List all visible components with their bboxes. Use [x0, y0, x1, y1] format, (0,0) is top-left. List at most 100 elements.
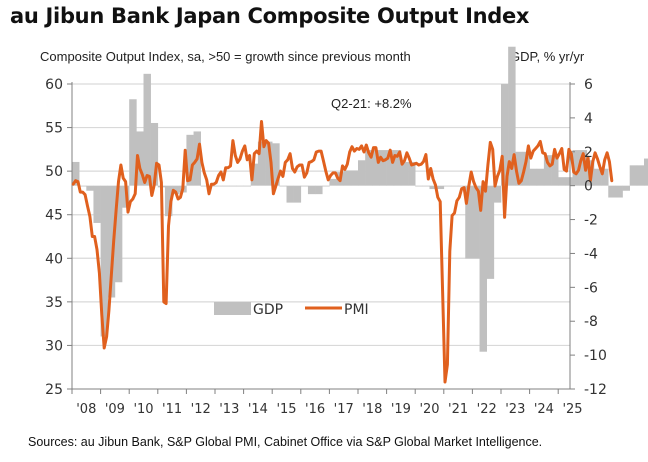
gdp-bar [501, 84, 509, 186]
x-tick-label: '08 [76, 402, 96, 417]
gdp-bar [622, 185, 630, 191]
gdp-bar [558, 177, 566, 186]
gdp-bar [465, 185, 473, 259]
gdp-bar [408, 161, 416, 186]
source-note: Sources: au Jibun Bank, S&P Global PMI, … [28, 435, 543, 449]
gdp-bar [72, 161, 80, 186]
gdp-bar [372, 150, 380, 186]
left-tick-label: 50 [45, 164, 63, 180]
gdp-bar [265, 141, 273, 186]
legend-gdp-label: GDP [253, 302, 283, 318]
x-tick-label: '15 [276, 402, 296, 417]
left-axis-title: Composite Output Index, sa, >50 = growth… [40, 49, 411, 64]
x-tick-label: '17 [334, 402, 354, 417]
gdp-bar [551, 155, 559, 186]
axes [67, 82, 575, 394]
x-tick-label: '12 [191, 402, 211, 417]
gdp-bar [343, 170, 352, 186]
gdp-bar [322, 185, 330, 187]
x-tick-label: '10 [133, 402, 153, 417]
x-tick-label: '23 [505, 402, 525, 417]
gdp-bar [458, 185, 466, 187]
gdp-bar [422, 185, 430, 187]
gdp-bar [436, 185, 445, 190]
gdp-bar [293, 185, 302, 203]
right-tick-label: 0 [584, 179, 593, 195]
gdp-bar [307, 185, 316, 195]
gdp-bar [279, 185, 287, 187]
left-tick-label: 45 [45, 208, 63, 224]
gdp-bar [243, 185, 252, 187]
gdp-bars [72, 46, 648, 352]
gdp-bar [543, 155, 552, 186]
gdp-bar [565, 177, 573, 186]
gdp-bar [222, 185, 230, 187]
left-tick-label: 40 [45, 251, 63, 267]
gdp-bar [250, 163, 259, 186]
gdp-bar [257, 141, 266, 186]
gdp-bar [329, 178, 337, 186]
right-tick-label: -4 [584, 246, 598, 262]
gdp-bar [386, 150, 395, 186]
gdp-bar [358, 160, 366, 186]
tick-labels: 25 30 35 40 45 50 55 60 -12 -10 -8 -6 -4 -2 0 2 4 6 '08 '09… [45, 77, 607, 417]
right-axis-title: GDP, % yr/yr [510, 49, 585, 64]
right-tick-label: -8 [584, 314, 598, 330]
right-tick-label: 6 [584, 77, 593, 93]
x-tick-label: '18 [362, 402, 382, 417]
right-tick-label: -2 [584, 213, 598, 229]
gdp-bar [443, 185, 452, 187]
gdp-bar [644, 158, 648, 186]
gdp-bar [629, 165, 638, 186]
right-tick-label: -12 [584, 382, 607, 398]
right-tick-label: 2 [584, 145, 593, 161]
gdp-bar [136, 131, 144, 186]
gdp-bar [636, 165, 645, 186]
gdp-bar [79, 185, 87, 187]
legend-gdp-swatch [214, 302, 251, 315]
right-tick-label: 4 [584, 111, 593, 127]
gdp-bar [272, 143, 280, 186]
gdp-bar [229, 185, 237, 187]
annotation-q2-21: Q2-21: +8.2% [331, 96, 412, 111]
gdp-bar [86, 185, 94, 191]
right-tick-label: -10 [584, 348, 607, 364]
gdp-bar [608, 185, 616, 198]
gdp-bar [522, 151, 530, 186]
gdp-bar [415, 185, 423, 187]
gdp-bar [164, 185, 173, 217]
gdp-bar [493, 185, 502, 203]
left-tick-label: 30 [45, 338, 63, 354]
gdp-bar [215, 185, 223, 187]
gdp-bar [508, 46, 516, 186]
gdp-bar [429, 185, 437, 190]
pmi-line-group [71, 120, 614, 384]
x-tick-label: '09 [105, 402, 125, 417]
x-tick-label: '21 [448, 402, 468, 417]
gdp-bar [579, 150, 588, 186]
right-tick-label: -6 [584, 280, 598, 296]
legend-pmi-label: PMI [344, 302, 369, 318]
gdp-bar [365, 150, 373, 186]
legend: GDP PMI [214, 302, 369, 318]
gdp-bar [479, 185, 487, 352]
gdp-bar [286, 185, 294, 203]
gdp-bar [114, 185, 123, 283]
gdp-bar [107, 185, 116, 298]
gdp-bar [200, 185, 209, 187]
gdp-bar [172, 185, 180, 195]
x-tick-label: '14 [248, 402, 268, 417]
gdp-bar [450, 185, 459, 187]
left-tick-label: 55 [45, 121, 63, 137]
gdp-bar [93, 185, 101, 223]
gdp-bar [536, 168, 545, 186]
gdp-bar [400, 161, 409, 186]
gdp-bar [615, 185, 623, 198]
gdp-bar [186, 134, 194, 186]
x-tick-label: '19 [391, 402, 411, 417]
gdp-bar [236, 185, 244, 187]
gdp-bar [515, 151, 523, 186]
x-tick-label: '24 [534, 402, 554, 417]
gdp-bar [300, 185, 309, 187]
